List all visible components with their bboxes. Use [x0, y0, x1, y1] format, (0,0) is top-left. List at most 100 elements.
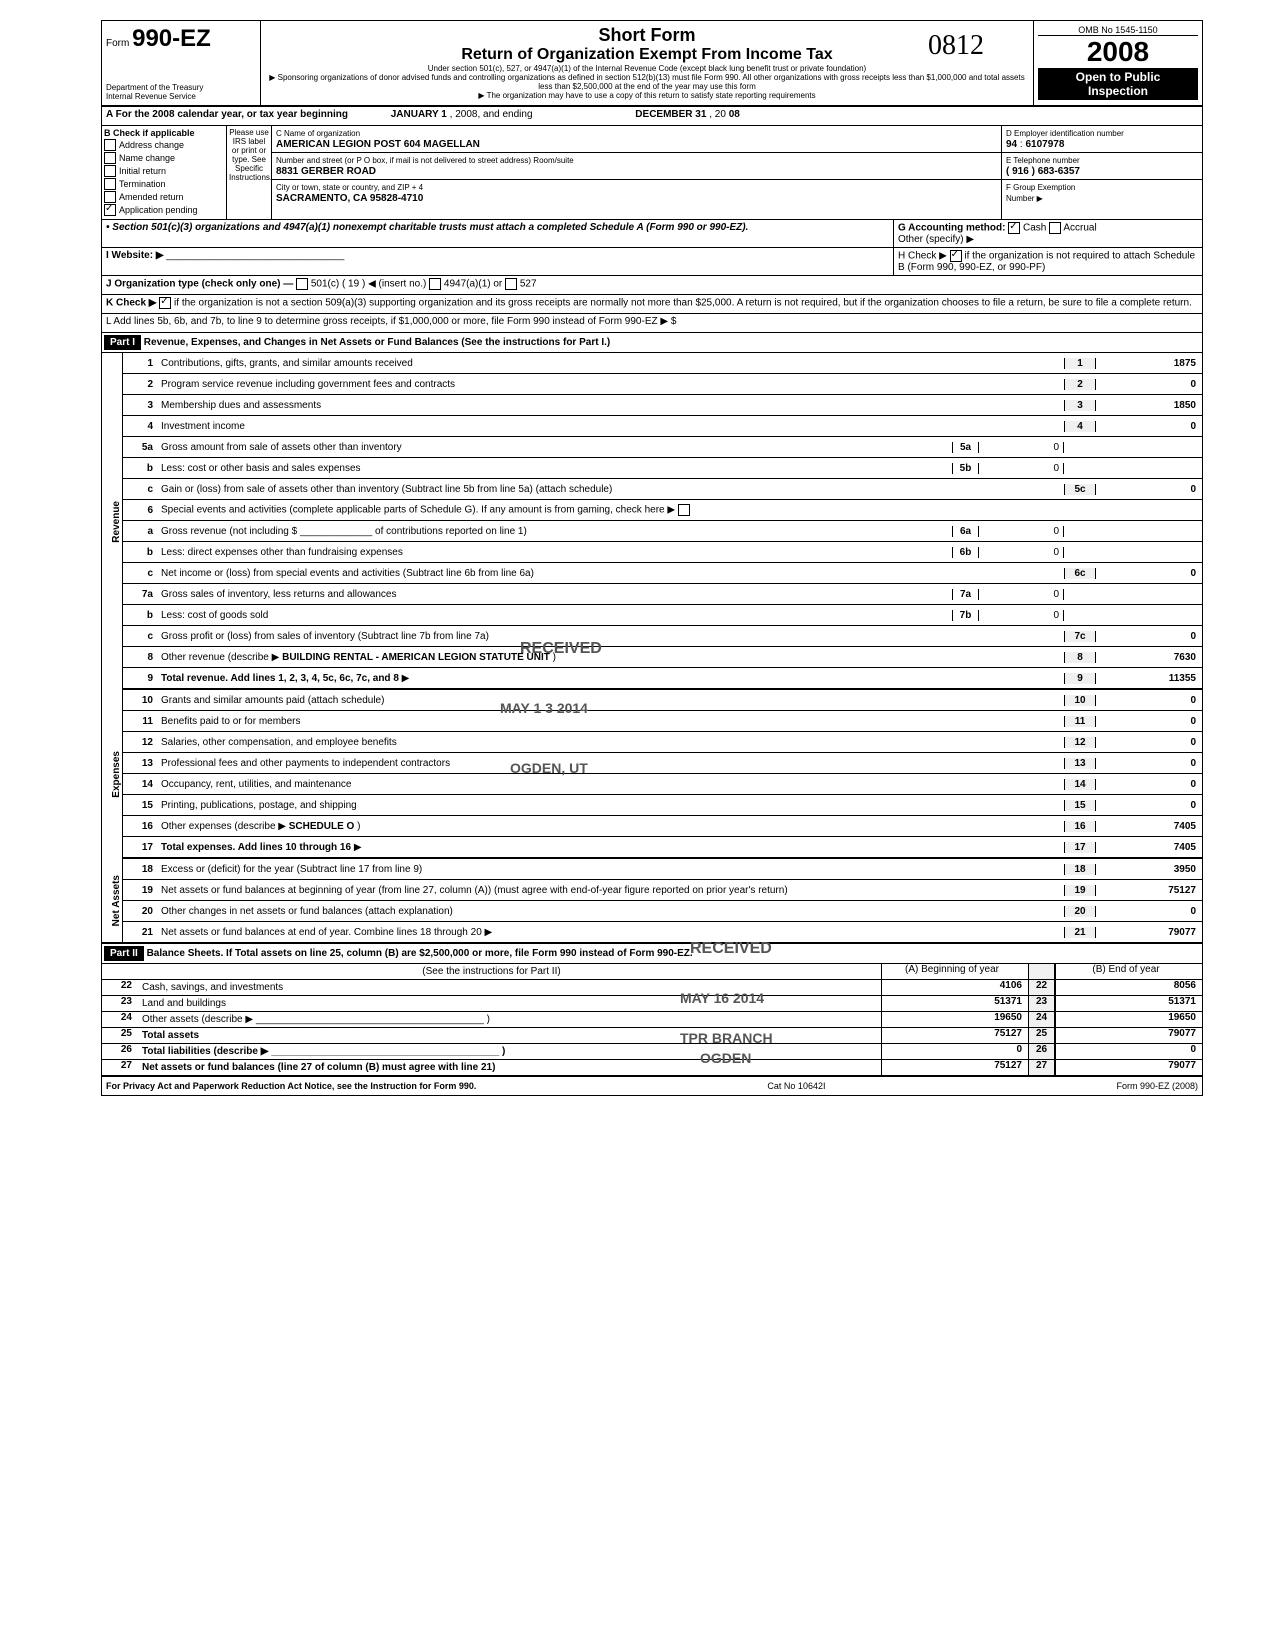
section-g-row: • Section 501(c)(3) organizations and 49…: [102, 220, 1202, 248]
website-h-row: I Website: ▶ ___________________________…: [102, 248, 1202, 276]
checkbox-icon[interactable]: [104, 139, 116, 151]
f-label2: Number ▶: [1006, 194, 1043, 203]
g-cash: Cash: [1023, 223, 1046, 234]
line-2: 2 Program service revenue including gove…: [123, 374, 1202, 395]
f-label: F Group Exemption: [1006, 183, 1075, 192]
line-7b: b Less: cost of goods sold 7b 0: [123, 605, 1202, 626]
expenses-section: Expenses 10Grants and similar amounts pa…: [102, 690, 1202, 859]
d-label: D Employer identification number: [1006, 129, 1124, 138]
checkbox-icon[interactable]: [104, 165, 116, 177]
j-527-checkbox[interactable]: [505, 278, 517, 290]
line-11: 11Benefits paid to or for members110: [123, 711, 1202, 732]
form-number: 990-EZ: [132, 25, 211, 52]
irs-label: Internal Revenue Service: [106, 92, 256, 101]
b-label: B Check if applicable: [104, 128, 195, 138]
line-12: 12Salaries, other compensation, and empl…: [123, 732, 1202, 753]
line-6: 6 Special events and activities (complet…: [123, 500, 1202, 521]
l-label: L Add lines 5b, 6b, and 7b, to line 9 to…: [102, 314, 1202, 332]
part2-header-row: Part II Balance Sheets. If Total assets …: [102, 944, 1202, 964]
check-initial[interactable]: Initial return: [104, 165, 224, 177]
part2-title: Balance Sheets. If Total assets on line …: [147, 948, 693, 959]
line-15: 15Printing, publications, postage, and s…: [123, 795, 1202, 816]
checkbox-icon[interactable]: [104, 191, 116, 203]
checkbox-checked-icon[interactable]: [104, 204, 116, 216]
g-other: Other (specify) ▶: [898, 234, 974, 245]
line-25: 25Total assets 751272579077: [102, 1028, 1202, 1044]
period-begin: JANUARY 1: [391, 109, 447, 120]
checkbox-icon[interactable]: [104, 152, 116, 164]
j-501c-checkbox[interactable]: [296, 278, 308, 290]
name-column: C Name of organization AMERICAN LEGION P…: [272, 126, 1001, 219]
line-26: 26Total liabilities (describe ▶ ________…: [102, 1044, 1202, 1060]
form-header: Form 990-EZ Department of the Treasury I…: [102, 21, 1202, 107]
open-public: Open to PublicInspection: [1038, 68, 1198, 100]
j-4947: 4947(a)(1) or: [444, 279, 502, 290]
check-app-pending[interactable]: Application pending: [104, 204, 224, 216]
org-name: AMERICAN LEGION POST 604 MAGELLAN: [276, 139, 480, 150]
check-addr-change[interactable]: Address change: [104, 139, 224, 151]
check-name-change[interactable]: Name change: [104, 152, 224, 164]
footer: For Privacy Act and Paperwork Reduction …: [102, 1077, 1202, 1095]
k-checkbox[interactable]: [159, 297, 171, 309]
ein: 6107978: [1025, 139, 1064, 150]
h-checkbox[interactable]: [950, 250, 962, 262]
k-row: K Check ▶ if the organization is not a s…: [102, 295, 1202, 314]
city-label: City or town, state or country, and ZIP …: [276, 183, 423, 192]
cash-checkbox[interactable]: [1008, 222, 1020, 234]
i-label: I Website: ▶: [106, 250, 164, 261]
part2-instr: (See the instructions for Part II): [102, 964, 881, 979]
city-state-zip: SACRAMENTO, CA 95828-4710: [276, 193, 423, 204]
line-6c: c Net income or (loss) from special even…: [123, 563, 1202, 584]
accrual-checkbox[interactable]: [1049, 222, 1061, 234]
header-center: Short Form Return of Organization Exempt…: [261, 21, 1033, 105]
checkbox-icon[interactable]: [104, 178, 116, 190]
k-label: K Check ▶: [106, 298, 156, 309]
c-label: C Name of organization: [276, 129, 360, 138]
netassets-side-label: Net Assets: [102, 859, 123, 942]
part1-title: Revenue, Expenses, and Changes in Net As…: [144, 337, 610, 348]
h-label: H Check ▶: [898, 251, 947, 262]
tax-year: 2008: [1038, 36, 1198, 68]
part2-col-headers: (See the instructions for Part II) (A) B…: [102, 964, 1202, 980]
part2-badge: Part II: [104, 946, 144, 961]
line-8: 8 Other revenue (describe ▶ BUILDING REN…: [123, 647, 1202, 668]
omb-number: OMB No 1545-1150: [1038, 25, 1198, 36]
line-4: 4 Investment income 4 0: [123, 416, 1202, 437]
phone: 683-6357: [1038, 166, 1080, 177]
line-10: 10Grants and similar amounts paid (attac…: [123, 690, 1202, 711]
period-end: DECEMBER 31: [635, 109, 706, 120]
j-4947-checkbox[interactable]: [429, 278, 441, 290]
period-label: A For the 2008 calendar year, or tax yea…: [106, 109, 348, 120]
line-7a: 7a Gross sales of inventory, less return…: [123, 584, 1202, 605]
section-note: • Section 501(c)(3) organizations and 49…: [102, 220, 894, 247]
line-17: 17Total expenses. Add lines 10 through 1…: [123, 837, 1202, 859]
col-a-header: (A) Beginning of year: [881, 964, 1028, 979]
gaming-checkbox[interactable]: [678, 504, 690, 516]
line-3: 3 Membership dues and assessments 3 1850: [123, 395, 1202, 416]
check-amended[interactable]: Amended return: [104, 191, 224, 203]
line-21: 21Net assets or fund balances at end of …: [123, 922, 1202, 942]
j-501c: 501(c) ( 19 ) ◀ (insert no.): [311, 279, 427, 290]
netassets-section: Net Assets 18Excess or (deficit) for the…: [102, 859, 1202, 944]
l-row: L Add lines 5b, 6b, and 7b, to line 9 to…: [102, 314, 1202, 333]
part1-header-row: Part I Revenue, Expenses, and Changes in…: [102, 333, 1202, 353]
header-right: OMB No 1545-1150 2008 Open to PublicInsp…: [1033, 21, 1202, 105]
e-label: E Telephone number: [1006, 156, 1080, 165]
line-9: 9 Total revenue. Add lines 1, 2, 3, 4, 5…: [123, 668, 1202, 690]
line-7c: c Gross profit or (loss) from sales of i…: [123, 626, 1202, 647]
col-b-header: (B) End of year: [1055, 964, 1202, 979]
check-column: B Check if applicable Address change Nam…: [102, 126, 227, 219]
form-990ez: Form 990-EZ Department of the Treasury I…: [101, 20, 1203, 1096]
line-19: 19Net assets or fund balances at beginni…: [123, 880, 1202, 901]
revenue-side-label: Revenue: [102, 353, 123, 690]
copy-note: ▶ The organization may have to use a cop…: [265, 91, 1029, 100]
subtitle: Under section 501(c), 527, or 4947(a)(1)…: [265, 64, 1029, 73]
line-18: 18Excess or (deficit) for the year (Subt…: [123, 859, 1202, 880]
part1-body: Revenue 1 Contributions, gifts, grants, …: [102, 353, 1202, 690]
line-5a: 5a Gross amount from sale of assets othe…: [123, 437, 1202, 458]
k-text: if the organization is not a section 509…: [174, 298, 1192, 309]
sponsor-note: ▶ Sponsoring organizations of donor advi…: [265, 73, 1029, 91]
please-label: Please use IRS label or print or type. S…: [227, 126, 272, 219]
expenses-side-label: Expenses: [102, 690, 123, 859]
check-termination[interactable]: Termination: [104, 178, 224, 190]
